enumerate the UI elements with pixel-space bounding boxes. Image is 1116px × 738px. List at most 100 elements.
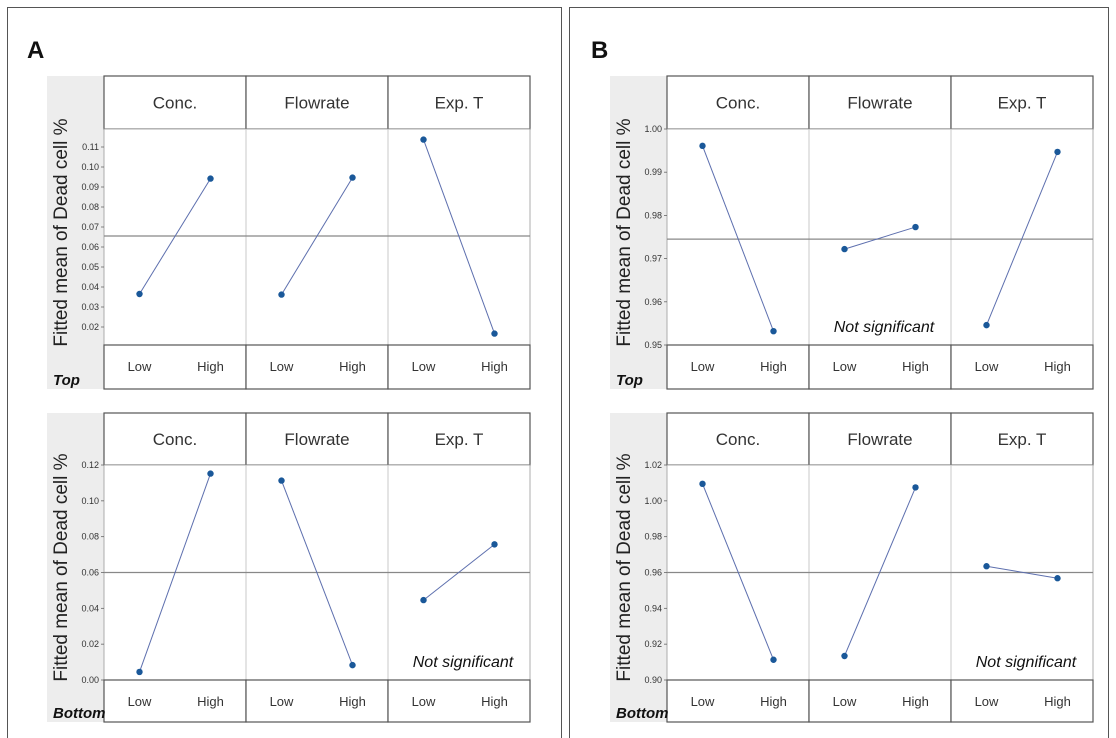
data-point-b-top bbox=[699, 142, 706, 150]
left-gutter-b-bottom bbox=[610, 413, 667, 722]
data-point-a-bottom bbox=[349, 661, 356, 669]
strip-box-b-bottom bbox=[808, 412, 952, 466]
xtick-label-a-top: Low bbox=[128, 359, 152, 374]
ytick-label-a-top: 0.02 bbox=[81, 322, 99, 332]
xtick-label-a-bottom: High bbox=[339, 694, 366, 709]
xtick-label-a-top: Low bbox=[270, 359, 294, 374]
ytick-label-a-top: 0.04 bbox=[81, 282, 99, 292]
position-label-a-top: Top bbox=[53, 372, 80, 389]
ytick-label-b-top: 0.97 bbox=[644, 254, 662, 264]
xtick-label-a-bottom: High bbox=[197, 694, 224, 709]
ytick-label-b-top: 0.96 bbox=[644, 297, 662, 307]
annotation-b-top: Not significant bbox=[834, 319, 935, 336]
strip-label-b-bottom: Flowrate bbox=[847, 430, 912, 449]
data-point-a-bottom bbox=[207, 470, 214, 477]
ytick-label-a-bottom: 0.06 bbox=[81, 568, 99, 578]
position-label-b-top: Top bbox=[616, 372, 643, 389]
series-line-b-bottom bbox=[844, 487, 916, 657]
xtick-label-b-top: High bbox=[1044, 359, 1071, 374]
series-line-b-bottom bbox=[702, 483, 774, 660]
data-point-a-bottom bbox=[278, 477, 285, 484]
ylabel-a-top: Fitted mean of Dead cell % bbox=[51, 118, 72, 346]
data-point-a-bottom bbox=[491, 541, 498, 548]
ytick-label-a-bottom: 0.00 bbox=[81, 675, 99, 685]
left-gutter-a-top bbox=[47, 76, 104, 389]
ylabel-b-bottom: Fitted mean of Dead cell % bbox=[614, 453, 635, 681]
xtick-label-b-top: High bbox=[760, 359, 787, 374]
data-point-a-bottom bbox=[136, 668, 143, 676]
left-gutter-a-bottom bbox=[47, 413, 104, 722]
data-point-a-top bbox=[420, 136, 427, 143]
ytick-label-b-top: 1.00 bbox=[644, 124, 662, 134]
xtick-label-a-bottom: Low bbox=[270, 694, 294, 709]
xtick-label-b-bottom: High bbox=[1044, 694, 1071, 709]
strip-label-a-top: Conc. bbox=[153, 94, 197, 113]
position-label-b-bottom: Bottom bbox=[616, 705, 669, 722]
xtick-box-a-bottom bbox=[245, 679, 389, 723]
ytick-label-a-top: 0.03 bbox=[81, 302, 99, 312]
strip-label-b-top: Conc. bbox=[716, 94, 760, 113]
xtick-label-a-bottom: Low bbox=[412, 694, 436, 709]
strip-label-a-top: Flowrate bbox=[284, 94, 349, 113]
strip-label-b-top: Flowrate bbox=[847, 94, 912, 113]
xtick-box-a-bottom bbox=[387, 679, 531, 723]
xtick-label-a-bottom: Low bbox=[128, 694, 152, 709]
xtick-box-a-top bbox=[103, 344, 247, 390]
data-point-b-bottom bbox=[983, 563, 990, 570]
strip-box-a-top bbox=[103, 75, 247, 130]
data-point-a-top bbox=[491, 330, 498, 337]
ytick-label-b-bottom: 0.94 bbox=[644, 603, 662, 613]
ytick-label-a-bottom: 0.10 bbox=[81, 496, 99, 506]
ytick-label-a-top: 0.11 bbox=[82, 142, 99, 152]
data-point-b-bottom bbox=[699, 480, 706, 488]
xtick-label-a-top: High bbox=[197, 359, 224, 374]
series-line-b-top bbox=[986, 151, 1058, 326]
xtick-label-b-bottom: High bbox=[760, 694, 787, 709]
ytick-label-b-bottom: 0.90 bbox=[644, 675, 662, 685]
xtick-label-b-bottom: Low bbox=[691, 694, 715, 709]
strip-box-a-bottom bbox=[103, 412, 247, 466]
strip-label-a-bottom: Exp. T bbox=[435, 430, 484, 449]
strip-label-a-bottom: Conc. bbox=[153, 430, 197, 449]
ytick-label-a-bottom: 0.04 bbox=[81, 603, 99, 613]
ytick-label-a-top: 0.06 bbox=[81, 242, 99, 252]
data-point-a-top bbox=[207, 175, 214, 182]
data-point-b-bottom bbox=[770, 656, 777, 663]
data-point-b-top bbox=[770, 327, 777, 335]
xtick-box-b-top bbox=[950, 344, 1094, 390]
strip-box-b-bottom bbox=[950, 412, 1094, 466]
strip-label-a-top: Exp. T bbox=[435, 94, 484, 113]
strip-box-b-top bbox=[950, 75, 1094, 130]
data-point-b-bottom bbox=[1054, 575, 1061, 582]
xtick-label-b-bottom: Low bbox=[975, 694, 999, 709]
ytick-label-b-bottom: 0.98 bbox=[644, 532, 662, 542]
plot-area-b-top bbox=[666, 128, 1094, 346]
strip-box-b-top bbox=[808, 75, 952, 130]
strip-label-b-bottom: Exp. T bbox=[998, 430, 1047, 449]
series-line-a-top bbox=[281, 177, 353, 295]
strip-label-b-bottom: Conc. bbox=[716, 430, 760, 449]
data-point-b-top bbox=[912, 223, 919, 231]
ytick-label-b-bottom: 0.92 bbox=[644, 639, 662, 649]
ytick-label-b-bottom: 1.02 bbox=[644, 460, 662, 470]
position-label-a-bottom: Bottom bbox=[53, 705, 106, 722]
strip-label-a-bottom: Flowrate bbox=[284, 430, 349, 449]
series-line-a-top bbox=[139, 178, 211, 295]
ytick-label-b-bottom: 1.00 bbox=[644, 496, 662, 506]
xtick-box-b-bottom bbox=[666, 679, 810, 723]
ytick-label-a-top: 0.10 bbox=[81, 162, 99, 172]
series-line-a-bottom bbox=[281, 480, 353, 666]
strip-box-a-top bbox=[245, 75, 389, 130]
strip-box-a-bottom bbox=[245, 412, 389, 466]
left-gutter-b-top bbox=[610, 76, 667, 389]
series-line-b-top bbox=[702, 145, 774, 332]
strip-box-a-top bbox=[387, 75, 531, 130]
ytick-label-a-bottom: 0.02 bbox=[81, 639, 99, 649]
xtick-box-b-bottom bbox=[808, 679, 952, 723]
xtick-box-a-top bbox=[387, 344, 531, 390]
ytick-label-b-top: 0.98 bbox=[644, 210, 662, 220]
ytick-label-a-bottom: 0.08 bbox=[81, 532, 99, 542]
data-point-a-top bbox=[278, 291, 285, 298]
series-line-b-bottom bbox=[986, 565, 1058, 579]
